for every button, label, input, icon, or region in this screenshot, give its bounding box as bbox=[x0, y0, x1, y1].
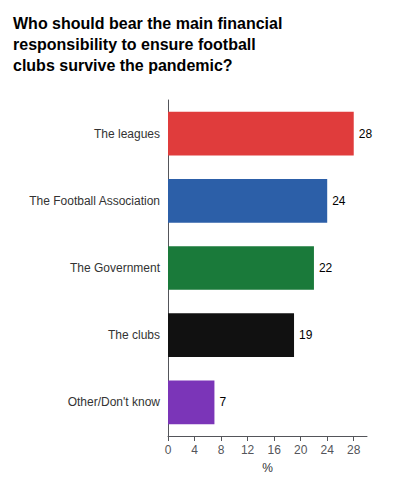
svg-text:Who should bear the main finan: Who should bear the main financial bbox=[13, 15, 282, 32]
svg-text:19: 19 bbox=[299, 328, 313, 342]
svg-text:8: 8 bbox=[218, 443, 225, 457]
svg-text:24: 24 bbox=[321, 443, 335, 457]
svg-text:The leagues: The leagues bbox=[94, 127, 160, 141]
svg-text:The clubs: The clubs bbox=[108, 328, 160, 342]
svg-text:The Government: The Government bbox=[70, 261, 161, 275]
svg-text:22: 22 bbox=[319, 261, 333, 275]
svg-text:28: 28 bbox=[359, 127, 373, 141]
svg-text:20: 20 bbox=[294, 443, 308, 457]
svg-text:The Football Association: The Football Association bbox=[29, 194, 160, 208]
svg-text:responsibility to ensure footb: responsibility to ensure football bbox=[13, 36, 256, 53]
svg-text:24: 24 bbox=[332, 194, 346, 208]
svg-text:%: % bbox=[262, 461, 273, 475]
svg-text:Other/Don't know: Other/Don't know bbox=[68, 395, 161, 409]
svg-text:12: 12 bbox=[241, 443, 255, 457]
svg-text:clubs survive the pandemic?: clubs survive the pandemic? bbox=[13, 57, 233, 74]
svg-text:7: 7 bbox=[219, 395, 226, 409]
svg-text:28: 28 bbox=[347, 443, 361, 457]
svg-text:4: 4 bbox=[191, 443, 198, 457]
svg-text:0: 0 bbox=[165, 443, 172, 457]
svg-text:16: 16 bbox=[267, 443, 281, 457]
